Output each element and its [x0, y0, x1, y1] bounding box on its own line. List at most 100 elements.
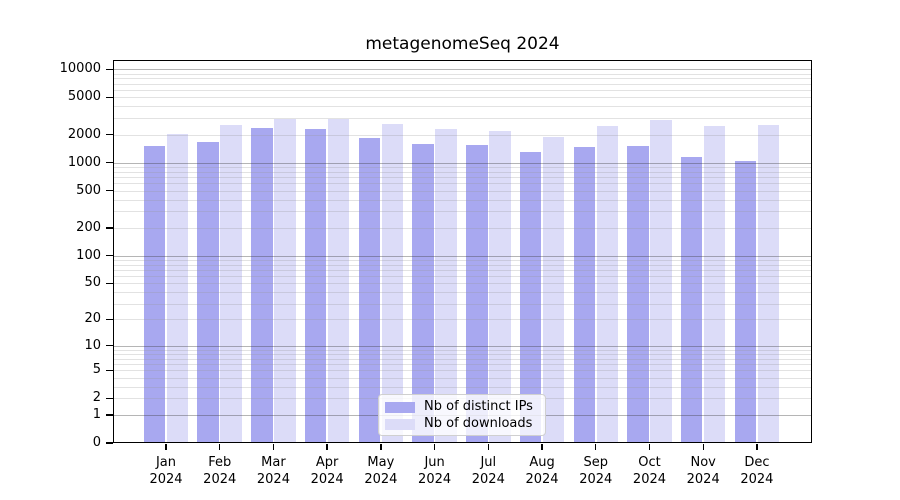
- gridline-200: [113, 227, 812, 229]
- y-tick-mark-0: [106, 442, 113, 444]
- gridline-90: [113, 259, 812, 261]
- x-tick-mark-nov: [702, 444, 704, 450]
- y-tick-label-2: 2: [92, 390, 101, 406]
- gridline-500: [113, 190, 812, 192]
- bar-downloads-may: [381, 124, 404, 443]
- bar-downloads-jan: [166, 133, 189, 443]
- bar-downloads-oct: [650, 119, 672, 443]
- gridline-3000: [113, 118, 812, 120]
- legend-row-distinct-ips: Nb of distinct IPs: [385, 399, 539, 415]
- y-tick-mark-50: [106, 282, 113, 285]
- y-tick-mark-10: [106, 345, 113, 347]
- y-tick-label-2000: 2000: [67, 126, 101, 142]
- gridline-100: [113, 255, 812, 257]
- y-axis: 0 1 2 5 10 20 50 100 200 500 1000 2000 5000 10000: [0, 60, 113, 450]
- legend-label-downloads: Nb of downloads: [424, 416, 533, 431]
- x-tick-label-feb: Feb 2024: [203, 455, 237, 487]
- x-axis: Jan 2024 Feb 2024 Mar 2024 Apr 2024 May 2024…: [113, 443, 812, 499]
- x-tick-label-may: May 2024: [364, 455, 398, 487]
- gridline-6: [113, 364, 812, 366]
- bar-ips-dec: [734, 160, 757, 443]
- bar-downloads-jun: [435, 129, 457, 443]
- x-tick-label-nov: Nov 2024: [686, 455, 720, 487]
- gridline-9: [113, 349, 812, 351]
- gridline-70: [113, 270, 812, 272]
- gridline-1000: [113, 162, 812, 164]
- bar-ips-aug: [519, 152, 542, 443]
- gridline-40: [113, 292, 812, 294]
- gridline-8000: [113, 78, 812, 80]
- gridline-2000: [113, 134, 812, 136]
- gridline-700: [113, 177, 812, 179]
- x-tick-label-dec: Dec 2024: [740, 455, 774, 487]
- y-tick-label-500: 500: [76, 182, 101, 198]
- y-tick-mark-10000: [106, 68, 113, 70]
- y-tick-label-50: 50: [84, 275, 101, 291]
- y-tick-mark-200: [106, 227, 113, 229]
- x-tick-label-apr: Apr 2024: [310, 455, 344, 487]
- x-tick-label-mar: Mar 2024: [256, 455, 290, 487]
- legend-swatch-downloads: [385, 418, 415, 430]
- x-tick-mark-jul: [487, 444, 489, 450]
- x-tick-label-oct: Oct 2024: [632, 455, 667, 487]
- bar-ips-oct: [627, 145, 649, 443]
- gridline-3: [113, 386, 812, 388]
- gridline-300: [113, 211, 812, 213]
- x-tick-mark-aug: [541, 444, 543, 450]
- y-tick-label-5: 5: [92, 362, 101, 378]
- bar-downloads-jul: [489, 131, 511, 443]
- gridline-80: [113, 264, 812, 266]
- x-tick-mark-apr: [326, 444, 328, 450]
- y-tick-label-5000: 5000: [67, 89, 101, 105]
- y-tick-label-200: 200: [76, 219, 101, 235]
- gridline-60: [113, 276, 812, 278]
- bar-ips-sep: [573, 147, 595, 443]
- x-tick-mark-dec: [756, 444, 758, 450]
- gridline-400: [113, 199, 812, 201]
- bar-downloads-mar: [274, 118, 296, 443]
- x-tick-label-jan: Jan 2024: [149, 455, 183, 487]
- y-tick-label-1: 1: [92, 406, 101, 422]
- legend-label-distinct-ips: Nb of distinct IPs: [424, 399, 533, 414]
- gridline-6000: [113, 90, 812, 92]
- gridline-4000: [113, 106, 812, 108]
- x-tick-mark-mar: [272, 444, 275, 450]
- bar-ips-jul: [466, 145, 488, 443]
- x-tick-mark-jun: [433, 444, 436, 450]
- bar-downloads-sep: [596, 125, 618, 443]
- y-tick-mark-2000: [106, 133, 113, 136]
- bar-downloads-aug: [542, 137, 565, 443]
- y-tick-mark-100: [106, 255, 113, 257]
- gridline-7000: [113, 83, 812, 85]
- gridline-4: [113, 377, 812, 379]
- y-tick-mark-5000: [106, 96, 113, 99]
- x-tick-mark-jan: [165, 444, 167, 450]
- bar-downloads-apr: [327, 118, 350, 443]
- y-tick-label-10: 10: [84, 337, 101, 353]
- y-tick-label-0: 0: [92, 435, 101, 450]
- bar-downloads-nov: [703, 125, 726, 443]
- x-tick-mark-oct: [648, 444, 651, 450]
- x-tick-label-aug: Aug 2024: [525, 455, 559, 487]
- y-tick-mark-1: [106, 414, 113, 416]
- gridline-20: [113, 319, 812, 321]
- legend-row-downloads: Nb of downloads: [385, 416, 539, 432]
- gridline-600: [113, 183, 812, 185]
- y-tick-label-20: 20: [84, 311, 101, 327]
- legend: Nb of distinct IPs Nb of downloads: [378, 394, 546, 436]
- gridline-8: [113, 353, 812, 355]
- y-tick-mark-500: [106, 190, 113, 192]
- y-tick-mark-5: [106, 369, 113, 371]
- gridline-9000: [113, 73, 812, 75]
- y-tick-label-10000: 10000: [59, 61, 101, 77]
- y-tick-mark-20: [106, 318, 113, 321]
- y-tick-label-100: 100: [76, 247, 101, 263]
- gridline-30: [113, 303, 812, 305]
- gridline-800: [113, 171, 812, 173]
- bar-ips-nov: [680, 157, 703, 443]
- bar-ips-may: [358, 137, 381, 443]
- gridline-5: [113, 370, 812, 372]
- bar-ips-jan: [143, 146, 166, 443]
- gridline-5000: [113, 97, 812, 99]
